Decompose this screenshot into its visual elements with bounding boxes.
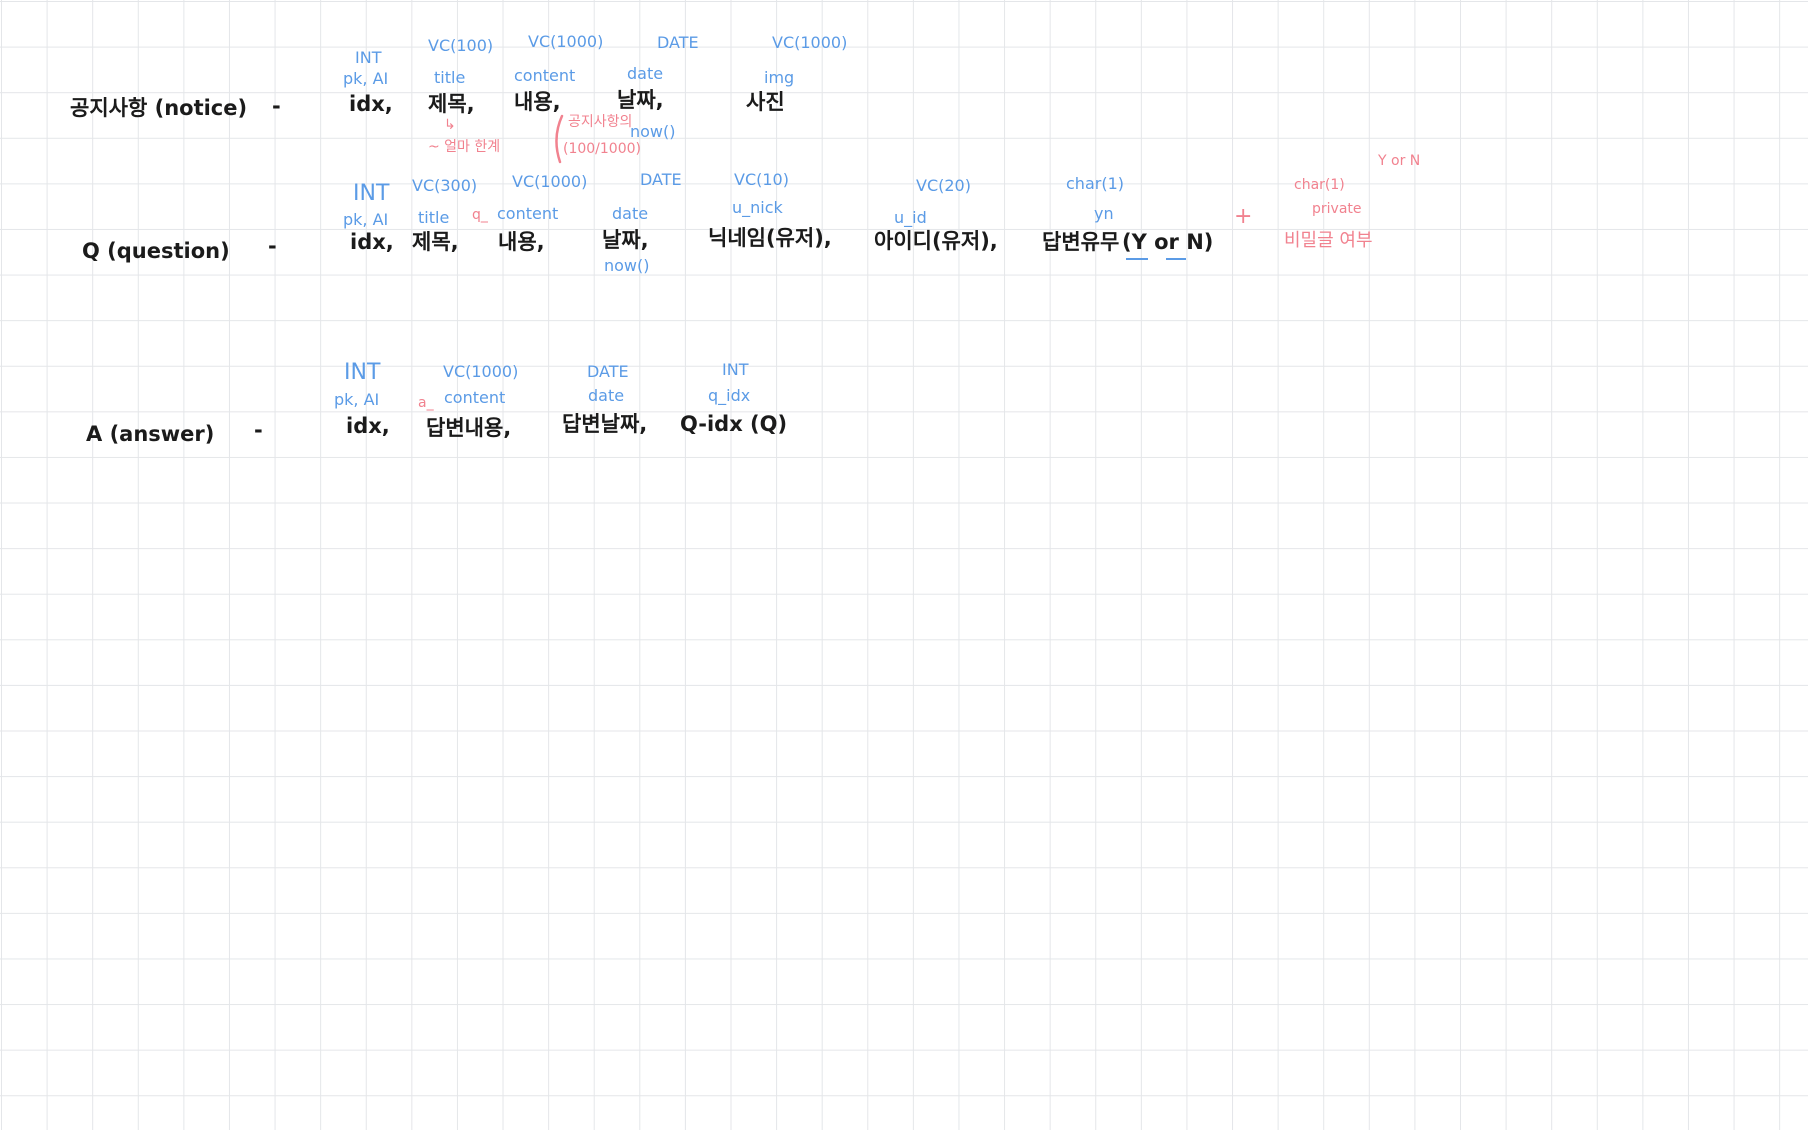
question-extra-attr: private <box>1312 201 1362 217</box>
question-answered-value: (Y or N) <box>1122 230 1214 254</box>
question-uid-type: VC(20) <box>916 176 971 195</box>
question-dash: - <box>268 234 277 258</box>
question-content-name: 내용, <box>498 230 545 254</box>
question-answered-attr: yn <box>1094 204 1114 223</box>
notice-title-limit-note: ~ 얼마 한계 <box>428 139 501 155</box>
answer-date-name: 답변날짜, <box>562 412 648 436</box>
question-nick-attr: u_nick <box>732 198 783 217</box>
notice-img-attr: img <box>764 68 795 87</box>
question-date-attr: date <box>612 204 649 223</box>
question-title-name: 제목, <box>412 230 459 254</box>
question-extra-name: 비밀글 여부 <box>1284 230 1373 251</box>
question-idx-type: INT <box>353 181 390 206</box>
question-answered-name: 답변유무 <box>1042 230 1120 254</box>
answer-table-title: A (answer) <box>86 422 215 446</box>
notice-idx-type: INT <box>355 48 382 67</box>
question-extra-yorn: Y or N <box>1378 153 1421 169</box>
question-idx-attr: pk, AI <box>343 210 389 229</box>
notice-length-note: (100/1000) <box>563 141 641 157</box>
notice-img-name: 사진 <box>746 90 785 114</box>
answer-idx-name: idx, <box>346 414 390 438</box>
notice-title-attr: title <box>434 68 466 87</box>
notice-date-attr: date <box>627 64 664 83</box>
question-title-type: VC(300) <box>412 176 478 195</box>
question-answered-type: char(1) <box>1066 174 1124 193</box>
answer-qidx-name: Q-idx (Q) <box>680 412 788 436</box>
question-answered-n-underline <box>1166 258 1186 260</box>
notice-table-title: 공지사항 (notice) <box>70 96 248 120</box>
question-date-type: DATE <box>640 170 682 189</box>
notice-date-type: DATE <box>657 33 699 52</box>
notice-title-type: VC(100) <box>428 36 494 55</box>
question-title-attr: title <box>418 208 450 227</box>
notice-now-note: now() <box>630 122 676 141</box>
answer-date-attr: date <box>588 386 625 405</box>
question-uid-name: 아이디(유저), <box>874 229 998 253</box>
question-uid-attr: u_id <box>894 208 927 227</box>
answer-content-prefix: a_ <box>418 395 434 411</box>
answer-content-name: 답변내용, <box>426 416 512 440</box>
answer-qidx-attr: q_idx <box>708 386 751 405</box>
question-extra-plus: + <box>1234 204 1253 229</box>
notice-date-name: 날짜, <box>617 88 664 112</box>
notice-title-name: 제목, <box>428 92 475 116</box>
notice-idx-attr: pk, AI <box>343 69 389 88</box>
question-answered-y-underline <box>1126 258 1148 260</box>
question-content-prefix: q_ <box>472 207 488 223</box>
answer-qidx-type: INT <box>722 360 749 379</box>
question-table-title: Q (question) <box>82 239 230 263</box>
notice-content-type: VC(1000) <box>528 32 604 51</box>
answer-date-type: DATE <box>587 362 629 381</box>
question-date-name: 날짜, <box>602 228 649 252</box>
answer-idx-attr: pk, AI <box>334 390 380 409</box>
notice-content-attr: content <box>514 66 576 85</box>
question-date-note: now() <box>604 256 650 275</box>
notice-dash: - <box>272 94 281 118</box>
question-idx-name: idx, <box>350 230 394 254</box>
notice-img-type: VC(1000) <box>772 33 848 52</box>
notice-title-arrow: ↳ <box>444 117 456 133</box>
answer-dash: - <box>254 418 263 442</box>
answer-idx-type: INT <box>344 360 381 385</box>
notice-idx-name: idx, <box>349 92 393 116</box>
question-content-type: VC(1000) <box>512 172 588 191</box>
question-content-attr: content <box>497 204 559 223</box>
question-nick-type: VC(10) <box>734 170 789 189</box>
notice-content-name: 내용, <box>514 90 561 114</box>
question-nick-name: 닉네임(유저), <box>708 226 832 250</box>
notice-summary-note: 공지사항의 <box>568 114 633 130</box>
answer-content-type: VC(1000) <box>443 362 519 381</box>
question-extra-type: char(1) <box>1294 177 1345 193</box>
answer-content-attr: content <box>444 388 506 407</box>
